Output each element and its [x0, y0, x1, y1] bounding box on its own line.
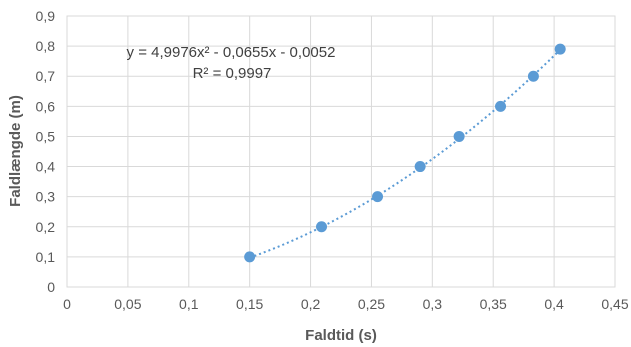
x-tick-label: 0,3: [423, 296, 443, 312]
x-tick-label: 0: [63, 296, 71, 312]
x-tick-label: 0,45: [601, 296, 628, 312]
x-tick-label: 0,1: [179, 296, 199, 312]
y-tick-label: 0,6: [36, 98, 56, 114]
x-tick-label: 0,4: [544, 296, 564, 312]
y-tick-label: 0,5: [36, 128, 56, 144]
data-point: [495, 100, 507, 112]
y-tick-label: 0,1: [36, 249, 56, 265]
y-axis-title: Faldlængde (m): [7, 95, 24, 207]
y-axis-tick-labels: 0 0,1 0,2 0,3 0,4 0,5 0,6 0,7 0,8 0,9: [36, 8, 56, 295]
x-tick-label: 0,2: [301, 296, 321, 312]
x-tick-label: 0,15: [236, 296, 263, 312]
x-axis-title: Faldtid (s): [305, 327, 377, 344]
data-point: [414, 161, 426, 173]
r-squared-label: R² = 0,9997: [193, 65, 272, 82]
y-tick-label: 0,7: [36, 68, 56, 84]
data-point: [453, 130, 465, 142]
x-tick-label: 0,25: [358, 296, 385, 312]
x-tick-label: 0,35: [480, 296, 507, 312]
data-points: [244, 43, 566, 263]
x-axis-tick-labels: 0 0,05 0,1 0,15 0,2 0,25 0,3 0,35 0,4 0,45: [63, 296, 629, 312]
data-point: [527, 70, 539, 82]
data-point: [244, 251, 256, 263]
y-tick-label: 0,4: [36, 159, 56, 175]
data-point: [316, 221, 328, 233]
data-point: [372, 191, 384, 203]
trendline-equation: y = 4,9976x² - 0,0655x - 0,0052: [127, 44, 336, 61]
y-tick-label: 0,9: [36, 8, 56, 24]
y-tick-label: 0,8: [36, 38, 56, 54]
polynomial-trendline: [249, 49, 561, 259]
x-tick-label: 0,05: [114, 296, 141, 312]
data-point: [554, 43, 566, 55]
y-tick-label: 0,2: [36, 219, 56, 235]
y-tick-label: 0,3: [36, 189, 56, 205]
y-tick-label: 0: [47, 279, 55, 295]
plot-area-frame: [66, 15, 616, 288]
